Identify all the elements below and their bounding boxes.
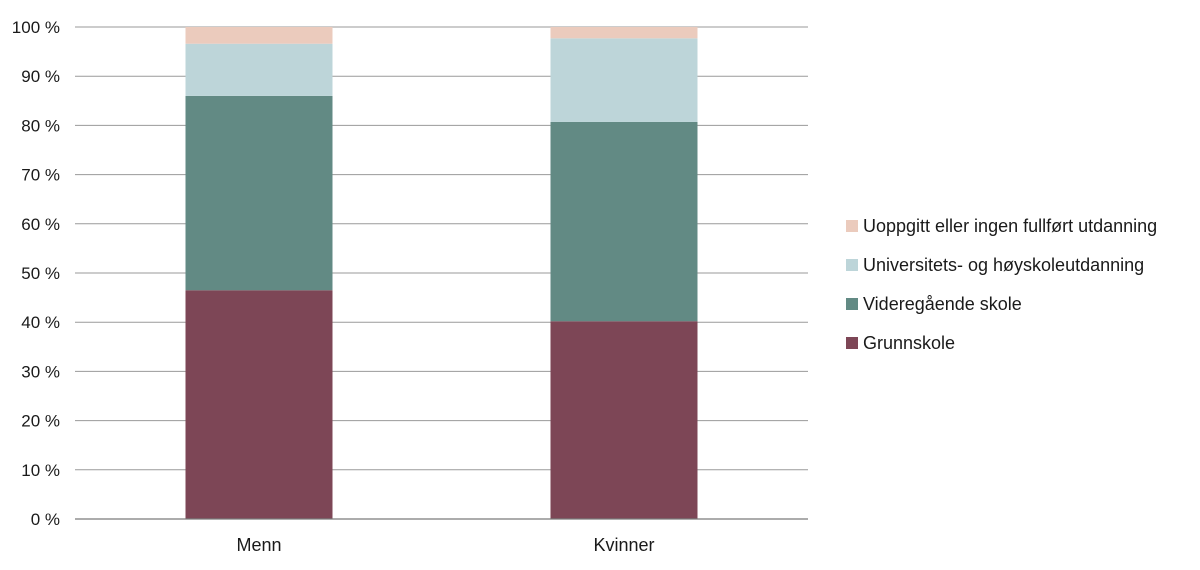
legend-swatch — [846, 259, 858, 271]
y-tick-label: 10 % — [21, 461, 60, 480]
bar-segment-kvinner-3 — [550, 27, 698, 39]
x-tick-label: Menn — [236, 535, 281, 555]
bar-segment-kvinner-2 — [550, 38, 698, 122]
bar-segment-menn-1 — [185, 95, 333, 291]
bars — [185, 27, 698, 519]
x-axis: Menn Kvinner — [75, 518, 808, 555]
legend-swatch — [846, 337, 858, 349]
legend: Uoppgitt eller ingen fullført utdanning U… — [846, 216, 1157, 353]
bar-segment-menn-3 — [185, 27, 333, 44]
x-tick-label: Kvinner — [593, 535, 654, 555]
y-tick-label: 100 % — [12, 18, 60, 37]
y-tick-label: 40 % — [21, 313, 60, 332]
legend-label: Videregående skole — [863, 294, 1022, 314]
legend-swatch — [846, 220, 858, 232]
y-tick-label: 60 % — [21, 215, 60, 234]
y-tick-label: 50 % — [21, 264, 60, 283]
y-tick-label: 0 % — [31, 510, 60, 529]
y-tick-label: 30 % — [21, 362, 60, 381]
gridlines — [75, 26, 808, 471]
bar-segment-kvinner-1 — [550, 121, 698, 322]
legend-label: Uoppgitt eller ingen fullført utdanning — [863, 216, 1157, 236]
legend-label: Grunnskole — [863, 333, 955, 353]
y-axis: 0 % 10 % 20 % 30 % 40 % 50 % 60 % 70 % 80 % 90 % 1… — [12, 18, 60, 529]
legend-label: Universitets- og høyskoleutdanning — [863, 255, 1144, 275]
y-tick-label: 20 % — [21, 412, 60, 431]
bar-segment-menn-0 — [185, 290, 333, 519]
y-tick-label: 80 % — [21, 116, 60, 135]
bar-segment-kvinner-0 — [550, 321, 698, 519]
y-tick-label: 70 % — [21, 166, 60, 185]
legend-swatch — [846, 298, 858, 310]
y-tick-label: 90 % — [21, 67, 60, 86]
bar-segment-menn-2 — [185, 43, 333, 96]
